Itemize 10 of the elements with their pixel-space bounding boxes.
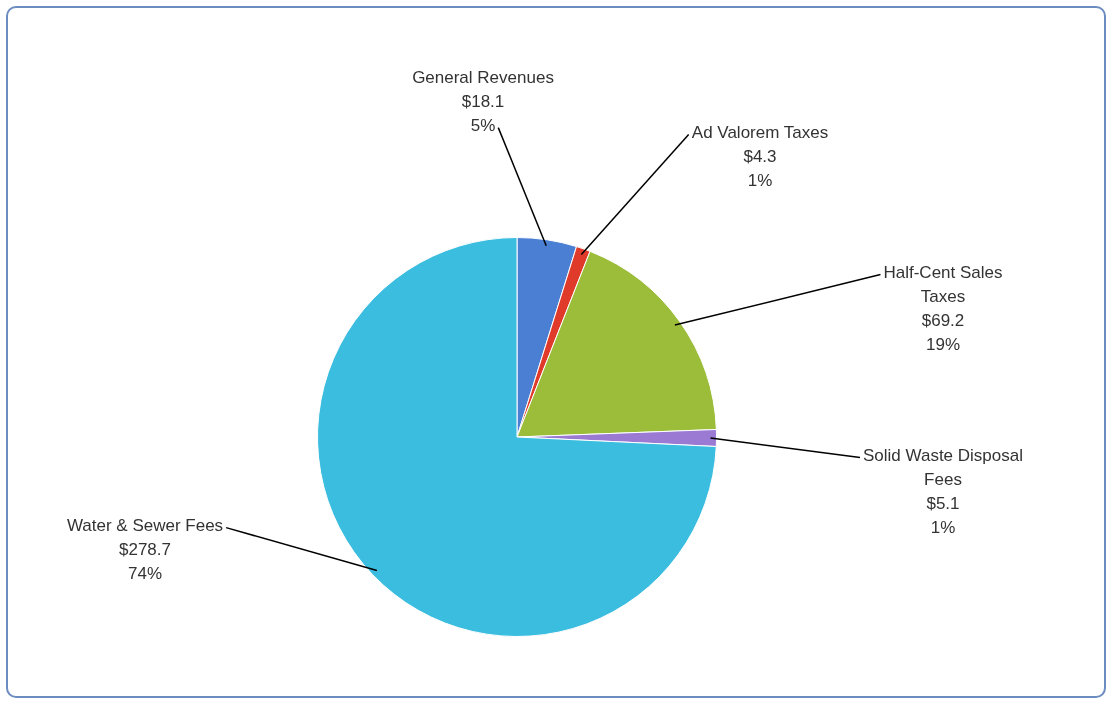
data-label: $4.3 1% [743, 147, 777, 191]
data-label: $69.2 19% [921, 311, 965, 355]
slice-label: Solid Waste Disposal Fees [863, 446, 1023, 490]
data-label: $5.1 1% [926, 494, 960, 538]
slice-label: Half-Cent Sales Taxes [883, 263, 1003, 307]
slice-label: Ad Valorem Taxes [691, 123, 829, 143]
slice-label: Water & Sewer Fees [66, 516, 224, 536]
slice-label: General Revenues [412, 68, 554, 88]
data-label: $278.7 74% [119, 540, 171, 584]
data-label: $18.1 5% [461, 92, 505, 136]
